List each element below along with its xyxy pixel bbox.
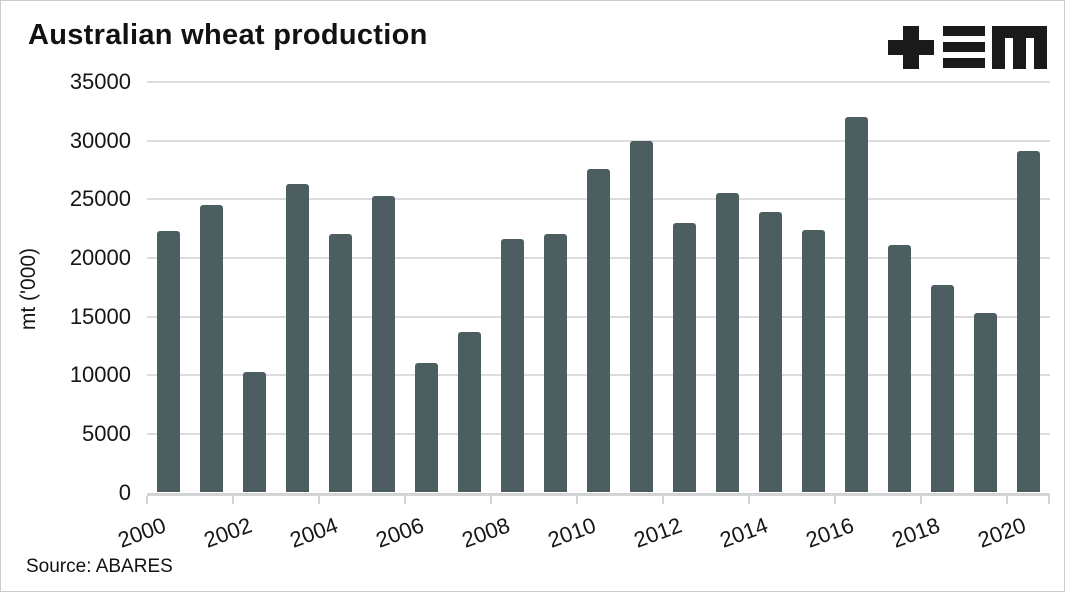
chart-title: Australian wheat production [28,19,428,51]
x-tick-label-2020: 2020 [974,512,1029,553]
bar-2005 [372,195,395,493]
y-tick-label-0: 0 [118,479,131,505]
m-glyph-icon [992,26,1047,69]
x-axis-tick [1048,495,1050,504]
bar-2020 [1017,151,1040,493]
x-tick-label-2014: 2014 [716,512,771,553]
bar-2012 [673,222,696,493]
y-tick-label-10000: 10000 [69,362,131,388]
x-axis-line [147,492,1050,496]
x-tick-label-2012: 2012 [630,512,685,553]
y-tick-label-15000: 15000 [69,303,131,329]
bar-2004 [329,234,352,493]
y-tick-label-30000: 30000 [69,127,131,153]
bar-2009 [544,234,567,493]
bar-2001 [200,205,223,493]
x-axis-tick [490,495,492,504]
x-tick-label-2008: 2008 [458,512,513,553]
bar-2002 [243,371,266,493]
bar-2014 [759,212,782,493]
x-axis-tick [404,495,406,504]
x-axis-tick [748,495,750,504]
bar-2007 [458,331,481,493]
tem-logo [886,26,1047,69]
bar-2018 [931,284,954,493]
plus-icon [888,26,934,69]
x-axis-tick [576,495,578,504]
x-tick-label-2002: 2002 [200,512,255,553]
x-axis-tick [232,495,234,504]
x-tick-label-2010: 2010 [544,512,599,553]
x-tick-label-2006: 2006 [372,512,427,553]
bar-2016 [845,117,868,493]
y-tick-label-35000: 35000 [69,69,131,94]
x-axis-tick [920,495,922,504]
x-axis-tick [662,495,664,504]
bar-2003 [286,184,309,493]
bar-2010 [587,168,610,493]
gridline-35000 [147,81,1050,83]
source-note: Source: ABARES [26,556,173,577]
x-tick-label-2016: 2016 [802,512,857,553]
x-tick-label-2004: 2004 [286,512,341,553]
triple-bar-icon [943,26,985,68]
x-tick-label-2018: 2018 [888,512,943,553]
bar-2011 [630,140,653,493]
x-axis-tick [318,495,320,504]
x-axis-tick [834,495,836,504]
bar-2017 [888,245,911,493]
bar-2006 [415,363,438,493]
y-tick-label-25000: 25000 [69,186,131,212]
bar-2015 [802,229,825,493]
bar-2000 [157,230,180,493]
bar-2008 [501,239,524,493]
gridline-30000 [147,139,1050,142]
y-tick-label-5000: 5000 [82,420,131,446]
x-tick-label-2000: 2000 [114,512,169,553]
x-axis-tick [146,495,148,504]
x-axis-tick [1006,495,1008,504]
bar-2019 [974,313,997,493]
bar-2013 [716,193,739,493]
y-tick-label-20000: 20000 [69,244,131,270]
